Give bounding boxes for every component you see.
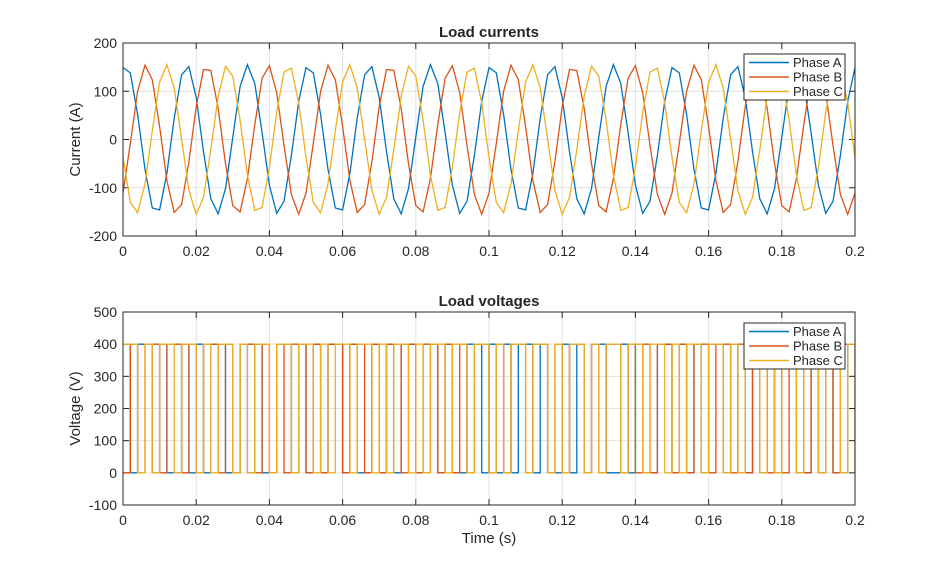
y-tick-label: 300 <box>94 368 118 384</box>
x-tick-label: 0.1 <box>479 512 499 528</box>
series-line-phase-b <box>123 63 855 217</box>
y-axis-label: Current (A) <box>67 102 84 176</box>
y-tick-label: -100 <box>89 497 117 513</box>
y-tick-label: 100 <box>94 433 118 449</box>
y-tick-label: 400 <box>94 336 118 352</box>
y-tick-label: -200 <box>89 228 117 244</box>
x-tick-label: 0.02 <box>183 243 210 259</box>
y-tick-label: 0 <box>109 132 117 148</box>
x-axis-label: Time (s) <box>462 530 516 547</box>
axes-box <box>122 42 856 237</box>
x-tick-label: 0 <box>119 243 127 259</box>
x-tick-label: 0.2 <box>845 512 865 528</box>
legend-entry: Phase C <box>793 353 843 368</box>
y-tick-label: 100 <box>94 83 118 99</box>
legend-entry: Phase B <box>793 70 842 85</box>
axes-1: 0 0.02 0.04 0.06 0.08 0.1 0.12 0.14 0.16 0.18 0.2 -… <box>67 24 865 259</box>
series-line-phase-c <box>123 343 855 474</box>
legend-entry: Phase C <box>793 84 843 99</box>
chart-title: Load currents <box>439 24 539 41</box>
x-tick-label: 0.1 <box>479 243 499 259</box>
x-tick-label: 0.14 <box>622 243 649 259</box>
axes-2: 0 0.02 0.04 0.06 0.08 0.1 0.12 0.14 0.16 0.18 0.2 -… <box>67 293 865 547</box>
x-tick-label: 0.16 <box>695 512 722 528</box>
y-tick-label: -100 <box>89 180 117 196</box>
y-tick-label: 500 <box>94 304 118 320</box>
x-tick-label: 0.04 <box>256 243 283 259</box>
x-tick-label: 0.14 <box>622 512 649 528</box>
x-tick-label: 0.08 <box>402 243 429 259</box>
series-line-phase-c <box>123 62 855 217</box>
x-tick-label: 0.06 <box>329 512 356 528</box>
x-tick-label: 0.18 <box>768 243 795 259</box>
x-tick-label: 0.2 <box>845 243 865 259</box>
legend-entry: Phase A <box>793 324 842 339</box>
x-tick-label: 0.12 <box>549 243 576 259</box>
legend-entry: Phase A <box>793 55 842 70</box>
x-tick-label: 0.12 <box>549 512 576 528</box>
axes-box <box>122 311 856 506</box>
x-tick-label: 0.16 <box>695 243 722 259</box>
x-tick-label: 0.06 <box>329 243 356 259</box>
y-tick-label: 200 <box>94 35 118 51</box>
x-tick-label: 0.18 <box>768 512 795 528</box>
series-line-phase-a <box>123 62 855 216</box>
chart-title: Load voltages <box>439 293 540 310</box>
x-tick-label: 0 <box>119 512 127 528</box>
y-tick-label: 0 <box>109 465 117 481</box>
y-tick-label: 200 <box>94 401 118 417</box>
x-tick-label: 0.08 <box>402 512 429 528</box>
x-tick-label: 0.04 <box>256 512 283 528</box>
x-tick-label: 0.02 <box>183 512 210 528</box>
y-axis-label: Voltage (V) <box>67 371 84 445</box>
legend-entry: Phase B <box>793 339 842 354</box>
